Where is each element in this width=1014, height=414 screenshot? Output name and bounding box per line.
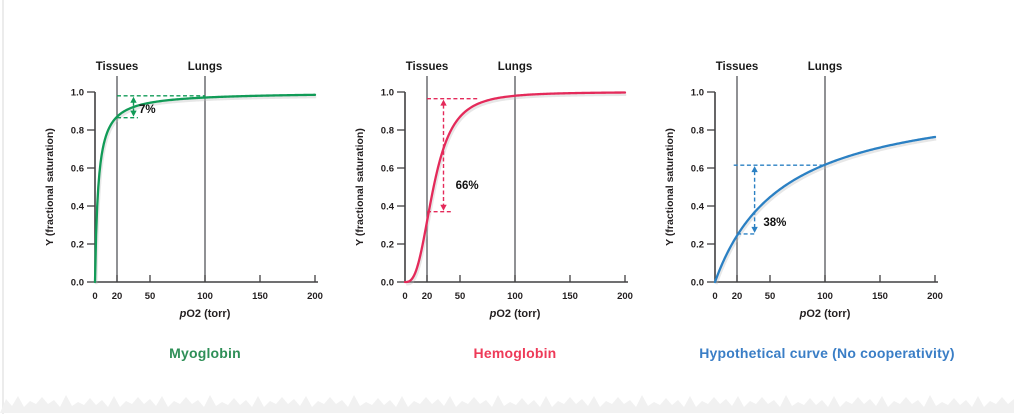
x-tick-label: 200 xyxy=(927,291,943,302)
x-axis-label: pO2 (torr) xyxy=(179,308,231,320)
x-tick-label: 0 xyxy=(92,291,97,302)
x-tick-label: 200 xyxy=(307,291,323,302)
y-tick-label: 0.4 xyxy=(381,202,395,213)
y-tick-label: 0.8 xyxy=(691,126,704,137)
x-tick-label: 100 xyxy=(817,291,833,302)
y-tick-label: 0.6 xyxy=(381,164,394,175)
myoglobin-plot: Tissues Lungs 0.0 0.2 0.4 0.6 0.8 1.0 0 20 50 100 15… xyxy=(44,61,323,320)
hemoglobin-plot: Tissues Lungs 0.0 0.2 0.4 0.6 0.8 1.0 0 20 50 100 15… xyxy=(354,61,633,320)
y-tick-label: 1.0 xyxy=(71,88,84,99)
axes xyxy=(404,92,628,283)
y-tick-label: 0.4 xyxy=(691,202,705,213)
lungs-label: Lungs xyxy=(498,61,533,73)
x-axis-label: pO2 (torr) xyxy=(799,308,851,320)
arrowhead-down-icon xyxy=(440,204,447,211)
curve xyxy=(713,135,937,284)
chart-myoglobin: Tissues Lungs 0.0 0.2 0.4 0.6 0.8 1.0 0 20 50 100 15… xyxy=(40,50,340,327)
x-tick-label: 20 xyxy=(422,291,433,302)
arrowhead-down-icon xyxy=(130,110,137,117)
caption-hemoglobin: Hemoglobin xyxy=(473,345,557,361)
y-tick-label: 0.8 xyxy=(71,126,84,137)
x-tick-label: 0 xyxy=(402,291,407,302)
arrowhead-up-icon xyxy=(751,166,758,173)
hypothetical-plot: Tissues Lungs 0.0 0.2 0.4 0.6 0.8 1.0 0 20 50 100 15… xyxy=(664,61,943,320)
y-tick-label: 1.0 xyxy=(691,88,704,99)
axes xyxy=(94,92,318,283)
torn-edge-decoration xyxy=(0,395,1014,413)
curve xyxy=(93,93,317,284)
tissues-label: Tissues xyxy=(96,61,139,73)
x-tick-label: 150 xyxy=(872,291,888,302)
x-tick-label: 50 xyxy=(765,291,776,302)
x-tick-label: 100 xyxy=(507,291,523,302)
x-tick-label: 0 xyxy=(712,291,717,302)
lungs-label: Lungs xyxy=(808,61,843,73)
axes xyxy=(714,92,938,283)
y-axis-label: Y (fractional saturation) xyxy=(44,128,56,246)
x-tick-label: 100 xyxy=(197,291,213,302)
left-edge-divider xyxy=(2,0,4,414)
x-tick-label: 200 xyxy=(617,291,633,302)
annotation-percent-label: 38% xyxy=(763,217,786,229)
y-tick-label: 0.0 xyxy=(71,278,84,289)
caption-myoglobin: Myoglobin xyxy=(169,345,241,361)
y-tick-label: 0.8 xyxy=(381,126,394,137)
y-axis-label: Y (fractional saturation) xyxy=(354,128,366,246)
x-tick-label: 50 xyxy=(145,291,156,302)
curve-shadow xyxy=(94,95,317,285)
tissues-label: Tissues xyxy=(406,61,449,73)
y-tick-label: 0.0 xyxy=(691,278,704,289)
tissues-label: Tissues xyxy=(716,61,759,73)
curve-shadow xyxy=(714,137,937,285)
y-tick-label: 0.2 xyxy=(381,240,394,251)
y-tick-label: 1.0 xyxy=(381,88,394,99)
y-tick-label: 0.2 xyxy=(691,240,704,251)
chart-hypothetical: Tissues Lungs 0.0 0.2 0.4 0.6 0.8 1.0 0 20 50 100 15… xyxy=(660,50,960,327)
chart-hemoglobin: Tissues Lungs 0.0 0.2 0.4 0.6 0.8 1.0 0 20 50 100 15… xyxy=(350,50,650,327)
lungs-label: Lungs xyxy=(188,61,223,73)
y-tick-label: 0.6 xyxy=(71,164,84,175)
annotation-percent-label: 66% xyxy=(456,180,479,192)
arrowhead-up-icon xyxy=(440,99,447,106)
x-axis-label: pO2 (torr) xyxy=(489,308,541,320)
torn-edge-shape xyxy=(0,395,1014,413)
y-axis-label: Y (fractional saturation) xyxy=(664,128,676,246)
curve-shadow xyxy=(406,93,627,286)
y-tick-label: 0.6 xyxy=(691,164,704,175)
x-tick-label: 150 xyxy=(562,291,578,302)
arrowhead-down-icon xyxy=(751,226,758,233)
arrowhead-up-icon xyxy=(130,96,137,103)
x-tick-label: 20 xyxy=(112,291,123,302)
curve xyxy=(403,91,627,284)
y-tick-label: 0.4 xyxy=(71,202,85,213)
y-tick-label: 0.2 xyxy=(71,240,84,251)
caption-hypothetical: Hypothetical curve (No cooperativity) xyxy=(699,345,955,361)
x-tick-label: 50 xyxy=(455,291,466,302)
x-tick-label: 150 xyxy=(252,291,268,302)
y-tick-label: 0.0 xyxy=(381,278,394,289)
annotation-percent-label: 7% xyxy=(139,104,156,116)
x-tick-label: 20 xyxy=(732,291,743,302)
